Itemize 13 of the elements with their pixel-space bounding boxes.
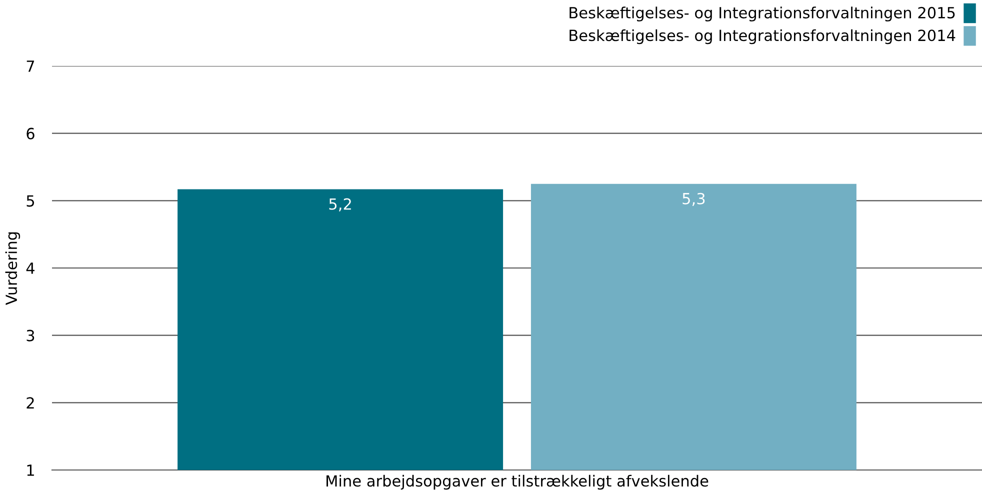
y-tick-label: 3 — [26, 330, 34, 342]
y-tick-label: 4 — [26, 262, 34, 274]
y-tick-label: 7 — [26, 60, 34, 72]
y-tick-label: 6 — [26, 128, 34, 140]
data-label: 5,3 — [682, 192, 705, 206]
x-tick-label: Mine arbejdsopgaver er tilstrækkeligt afvekslende — [326, 474, 708, 490]
y-tick-label: 5 — [26, 195, 34, 207]
y-axis-title: Vurdering — [5, 232, 20, 305]
data-label: 5,2 — [329, 198, 351, 212]
legend-label: Beskæftigelses- og Integrationsforvaltningen 2015 — [570, 6, 955, 22]
y-tick-label: 2 — [26, 397, 34, 408]
legend-label: Beskæftigelses- og Integrationsforvaltningen 2014 — [570, 29, 956, 44]
y-tick-label: 1 — [27, 464, 34, 476]
